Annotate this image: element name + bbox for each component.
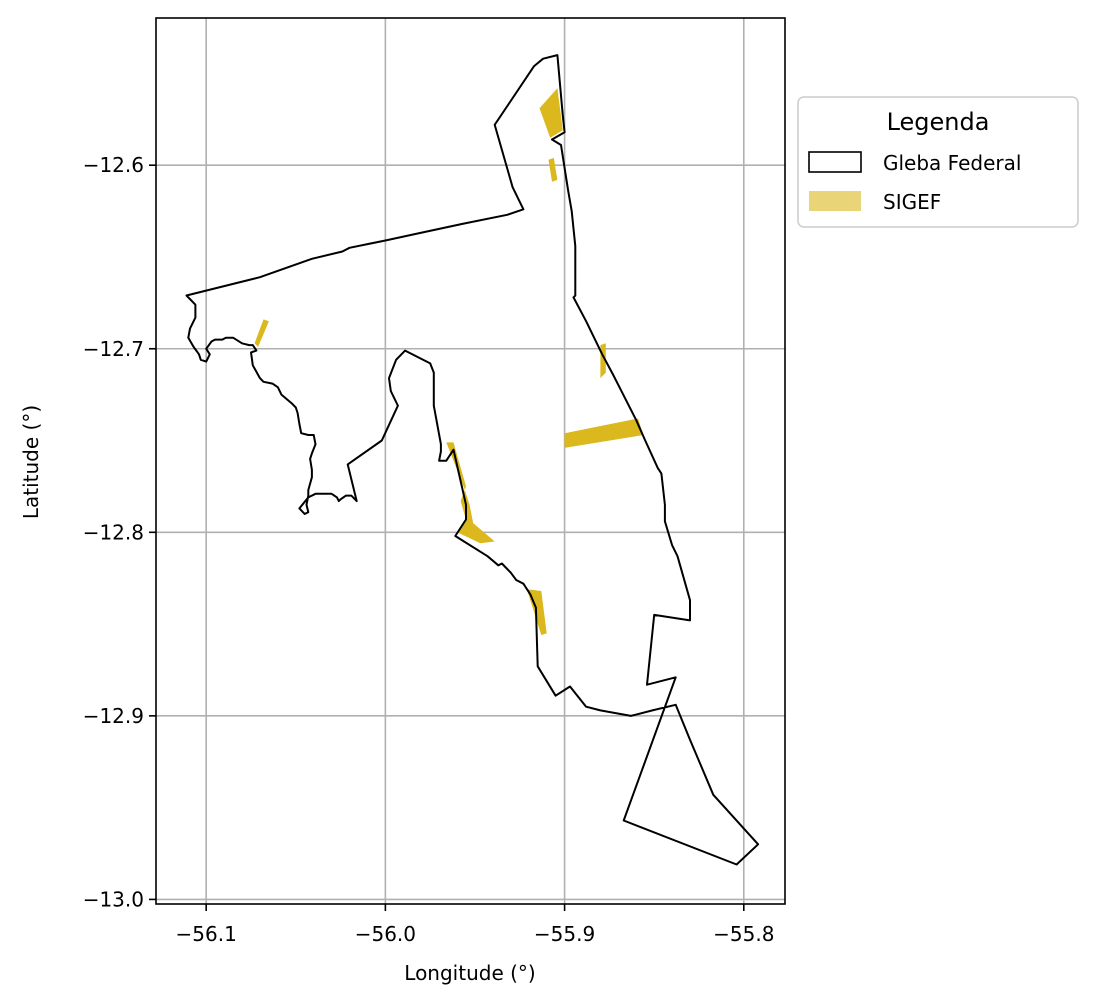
sigef-parcel (548, 157, 558, 182)
y-axis-label: Latitude (°) (19, 405, 43, 519)
x-axis-label: Longitude (°) (404, 961, 535, 985)
x-tick-label: −56.1 (176, 922, 237, 946)
y-tick-label: −12.8 (83, 520, 144, 544)
legend: Legenda Gleba Federal SIGEF (797, 96, 1079, 228)
sigef-parcel (254, 319, 269, 347)
sigef-parcel (564, 418, 644, 448)
sigef-parcels (254, 88, 644, 636)
y-tick-label: −12.6 (83, 153, 144, 177)
legend-swatch-sigef (809, 191, 861, 211)
x-tick-label: −55.8 (713, 922, 774, 946)
sigef-parcel (539, 88, 563, 138)
y-tick-label: −12.9 (83, 704, 144, 728)
sigef-parcel (446, 442, 495, 544)
x-tick-label: −55.9 (534, 922, 595, 946)
legend-label-gleba-federal: Gleba Federal (883, 151, 1021, 175)
legend-swatch-gleba-federal (808, 151, 862, 173)
legend-title: Legenda (887, 108, 990, 136)
x-tick-label: −56.0 (355, 922, 416, 946)
gleba-federal-polygon (185, 54, 760, 866)
x-axis-ticks: −56.1 −56.0 −55.9 −55.8 (176, 904, 774, 946)
plot-frame (155, 17, 786, 905)
legend-box (797, 96, 1079, 228)
legend-label-sigef: SIGEF (883, 190, 941, 214)
grid-lines (156, 18, 785, 904)
y-tick-label: −12.7 (83, 337, 144, 361)
y-axis-ticks: −12.6 −12.7 −12.8 −12.9 −13.0 (83, 153, 156, 911)
y-tick-label: −13.0 (83, 887, 144, 911)
gleba-federal-boundary (185, 54, 760, 866)
